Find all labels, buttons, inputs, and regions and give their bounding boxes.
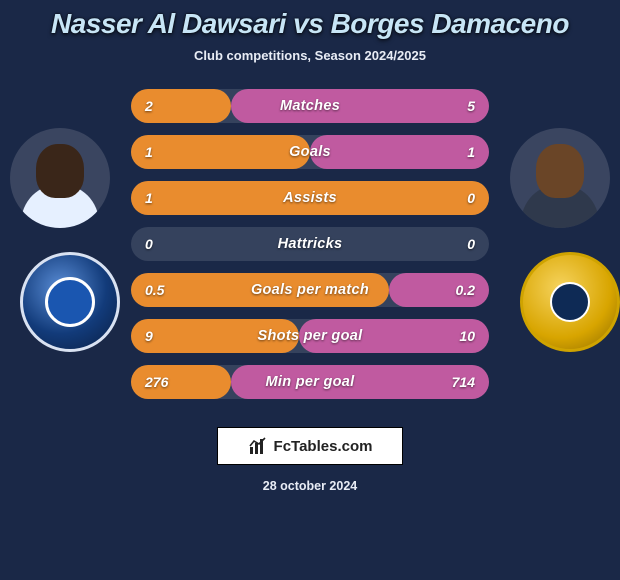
stat-fill-right	[310, 135, 489, 169]
stat-row-shots-per-goal: 9 Shots per goal 10	[131, 319, 489, 353]
stat-label: Hattricks	[278, 236, 343, 252]
stat-row-goals: 1 Goals 1	[131, 135, 489, 169]
stat-value-left: 9	[145, 328, 153, 344]
stat-value-right: 1	[467, 144, 475, 160]
stat-value-right: 10	[459, 328, 475, 344]
club-right-logo-inner	[550, 282, 590, 322]
player-right-head	[536, 144, 584, 198]
stat-label: Min per goal	[266, 374, 355, 390]
stat-label: Goals per match	[251, 282, 369, 298]
page-title: Nasser Al Dawsari vs Borges Damaceno	[0, 8, 620, 40]
stat-row-hattricks: 0 Hattricks 0	[131, 227, 489, 261]
brand-text: FcTables.com	[274, 438, 373, 455]
stats-list: 2 Matches 5 1 Goals 1 1 Assists 0 0 Hatt…	[131, 89, 489, 399]
stat-fill-left	[131, 135, 310, 169]
subtitle: Club competitions, Season 2024/2025	[0, 48, 620, 63]
club-left-logo	[20, 252, 120, 352]
date: 28 october 2024	[0, 479, 620, 493]
stat-row-matches: 2 Matches 5	[131, 89, 489, 123]
comparison-card: Nasser Al Dawsari vs Borges Damaceno Clu…	[0, 0, 620, 580]
stat-value-right: 0	[467, 236, 475, 252]
stat-fill-right	[231, 89, 489, 123]
stat-value-right: 0	[467, 190, 475, 206]
stat-row-goals-per-match: 0.5 Goals per match 0.2	[131, 273, 489, 307]
stat-value-left: 0	[145, 236, 153, 252]
player-right-avatar	[510, 128, 610, 228]
stat-value-left: 2	[145, 98, 153, 114]
stat-label: Matches	[280, 98, 340, 114]
stat-value-right: 0.2	[456, 282, 475, 298]
brand-box[interactable]: FcTables.com	[217, 427, 403, 465]
player-left-head	[36, 144, 84, 198]
brand-chart-icon	[248, 436, 268, 456]
stat-value-left: 0.5	[145, 282, 164, 298]
stat-value-right: 714	[452, 374, 475, 390]
stat-value-right: 5	[467, 98, 475, 114]
stat-value-left: 1	[145, 144, 153, 160]
stat-value-left: 1	[145, 190, 153, 206]
club-right-logo	[520, 252, 620, 352]
stat-label: Assists	[283, 190, 337, 206]
stat-row-min-per-goal: 276 Min per goal 714	[131, 365, 489, 399]
stat-label: Goals	[289, 144, 331, 160]
player-left-avatar	[10, 128, 110, 228]
stat-row-assists: 1 Assists 0	[131, 181, 489, 215]
club-left-logo-inner	[45, 277, 95, 327]
stat-label: Shots per goal	[258, 328, 363, 344]
stat-value-left: 276	[145, 374, 168, 390]
